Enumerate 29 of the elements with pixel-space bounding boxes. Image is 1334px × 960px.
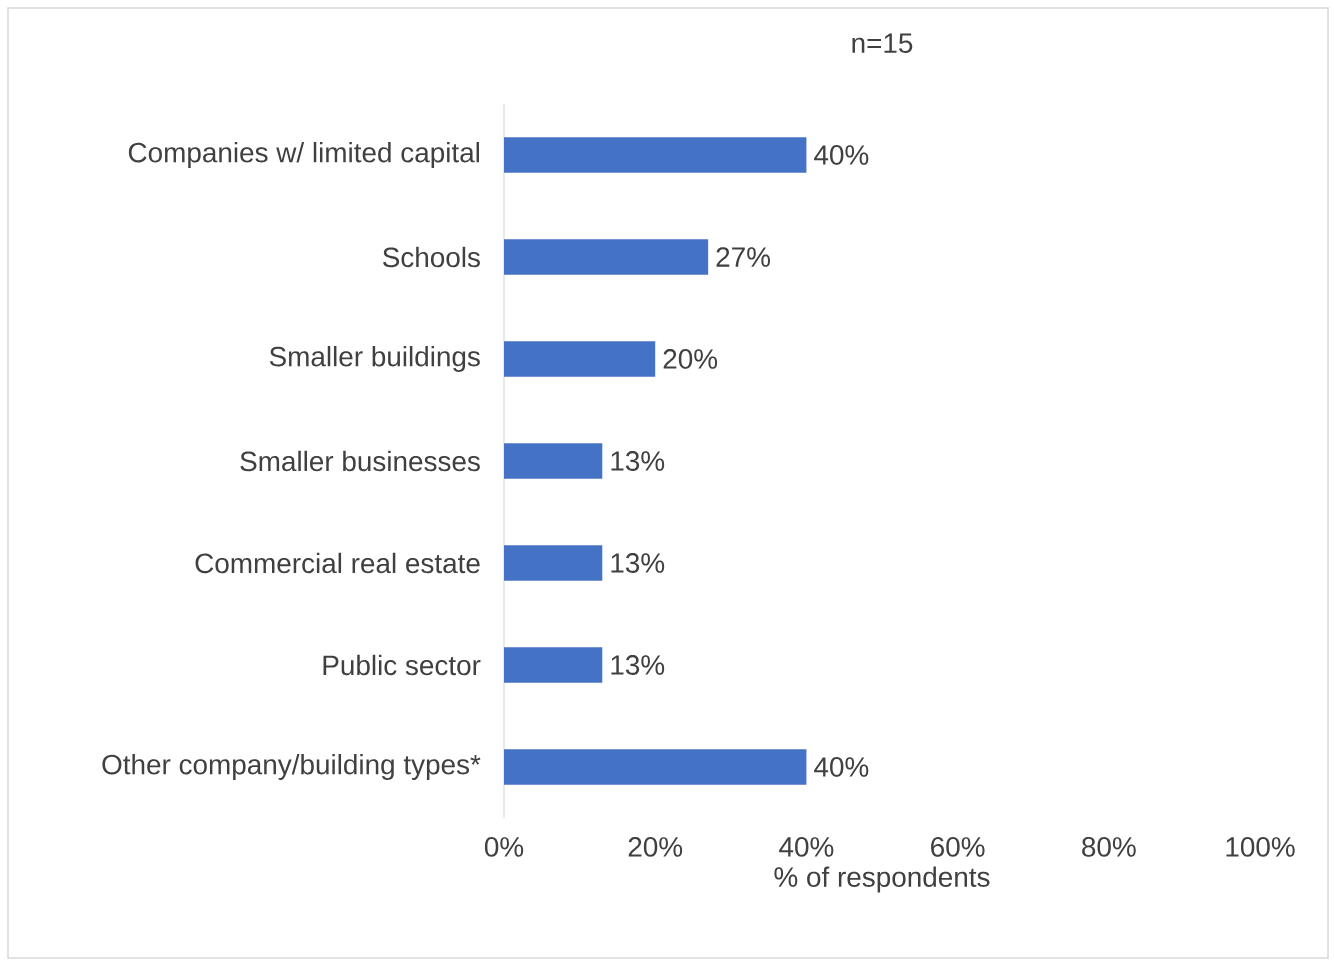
data-label: 20% bbox=[663, 349, 718, 369]
y-tick-label: Smaller buildings bbox=[269, 346, 480, 372]
data-label: 27% bbox=[716, 247, 770, 267]
y-tick-label: Other company/building types* bbox=[102, 753, 481, 780]
bar bbox=[504, 545, 603, 581]
y-tick-label: Schools bbox=[383, 246, 480, 268]
bar bbox=[504, 749, 807, 785]
y-tick-label: Commercial real estate bbox=[195, 552, 480, 574]
bar bbox=[504, 137, 807, 173]
bar bbox=[504, 239, 709, 275]
y-tick-label: Companies w/ limited capital bbox=[128, 142, 480, 168]
data-label: 13% bbox=[611, 451, 665, 471]
x-tick-label: 60% bbox=[931, 837, 985, 857]
y-tick-label: Smaller businesses bbox=[240, 450, 480, 472]
bar bbox=[504, 647, 603, 683]
data-label: 40% bbox=[814, 145, 869, 165]
y-tick-label: Public sector bbox=[323, 654, 481, 676]
x-axis-title: % of respondents bbox=[774, 866, 990, 893]
bar bbox=[504, 443, 603, 479]
chart-title: n=15 bbox=[852, 33, 913, 54]
x-tick-label: 20% bbox=[628, 837, 683, 857]
x-tick-label: 0% bbox=[484, 837, 524, 857]
x-tick-label: 100% bbox=[1226, 837, 1295, 857]
data-label: 40% bbox=[814, 757, 869, 777]
x-tick-label: 40% bbox=[779, 837, 834, 857]
data-label: 13% bbox=[611, 553, 665, 573]
data-label: 13% bbox=[611, 655, 665, 675]
x-tick-label: 80% bbox=[1082, 837, 1136, 857]
bar bbox=[504, 341, 656, 377]
